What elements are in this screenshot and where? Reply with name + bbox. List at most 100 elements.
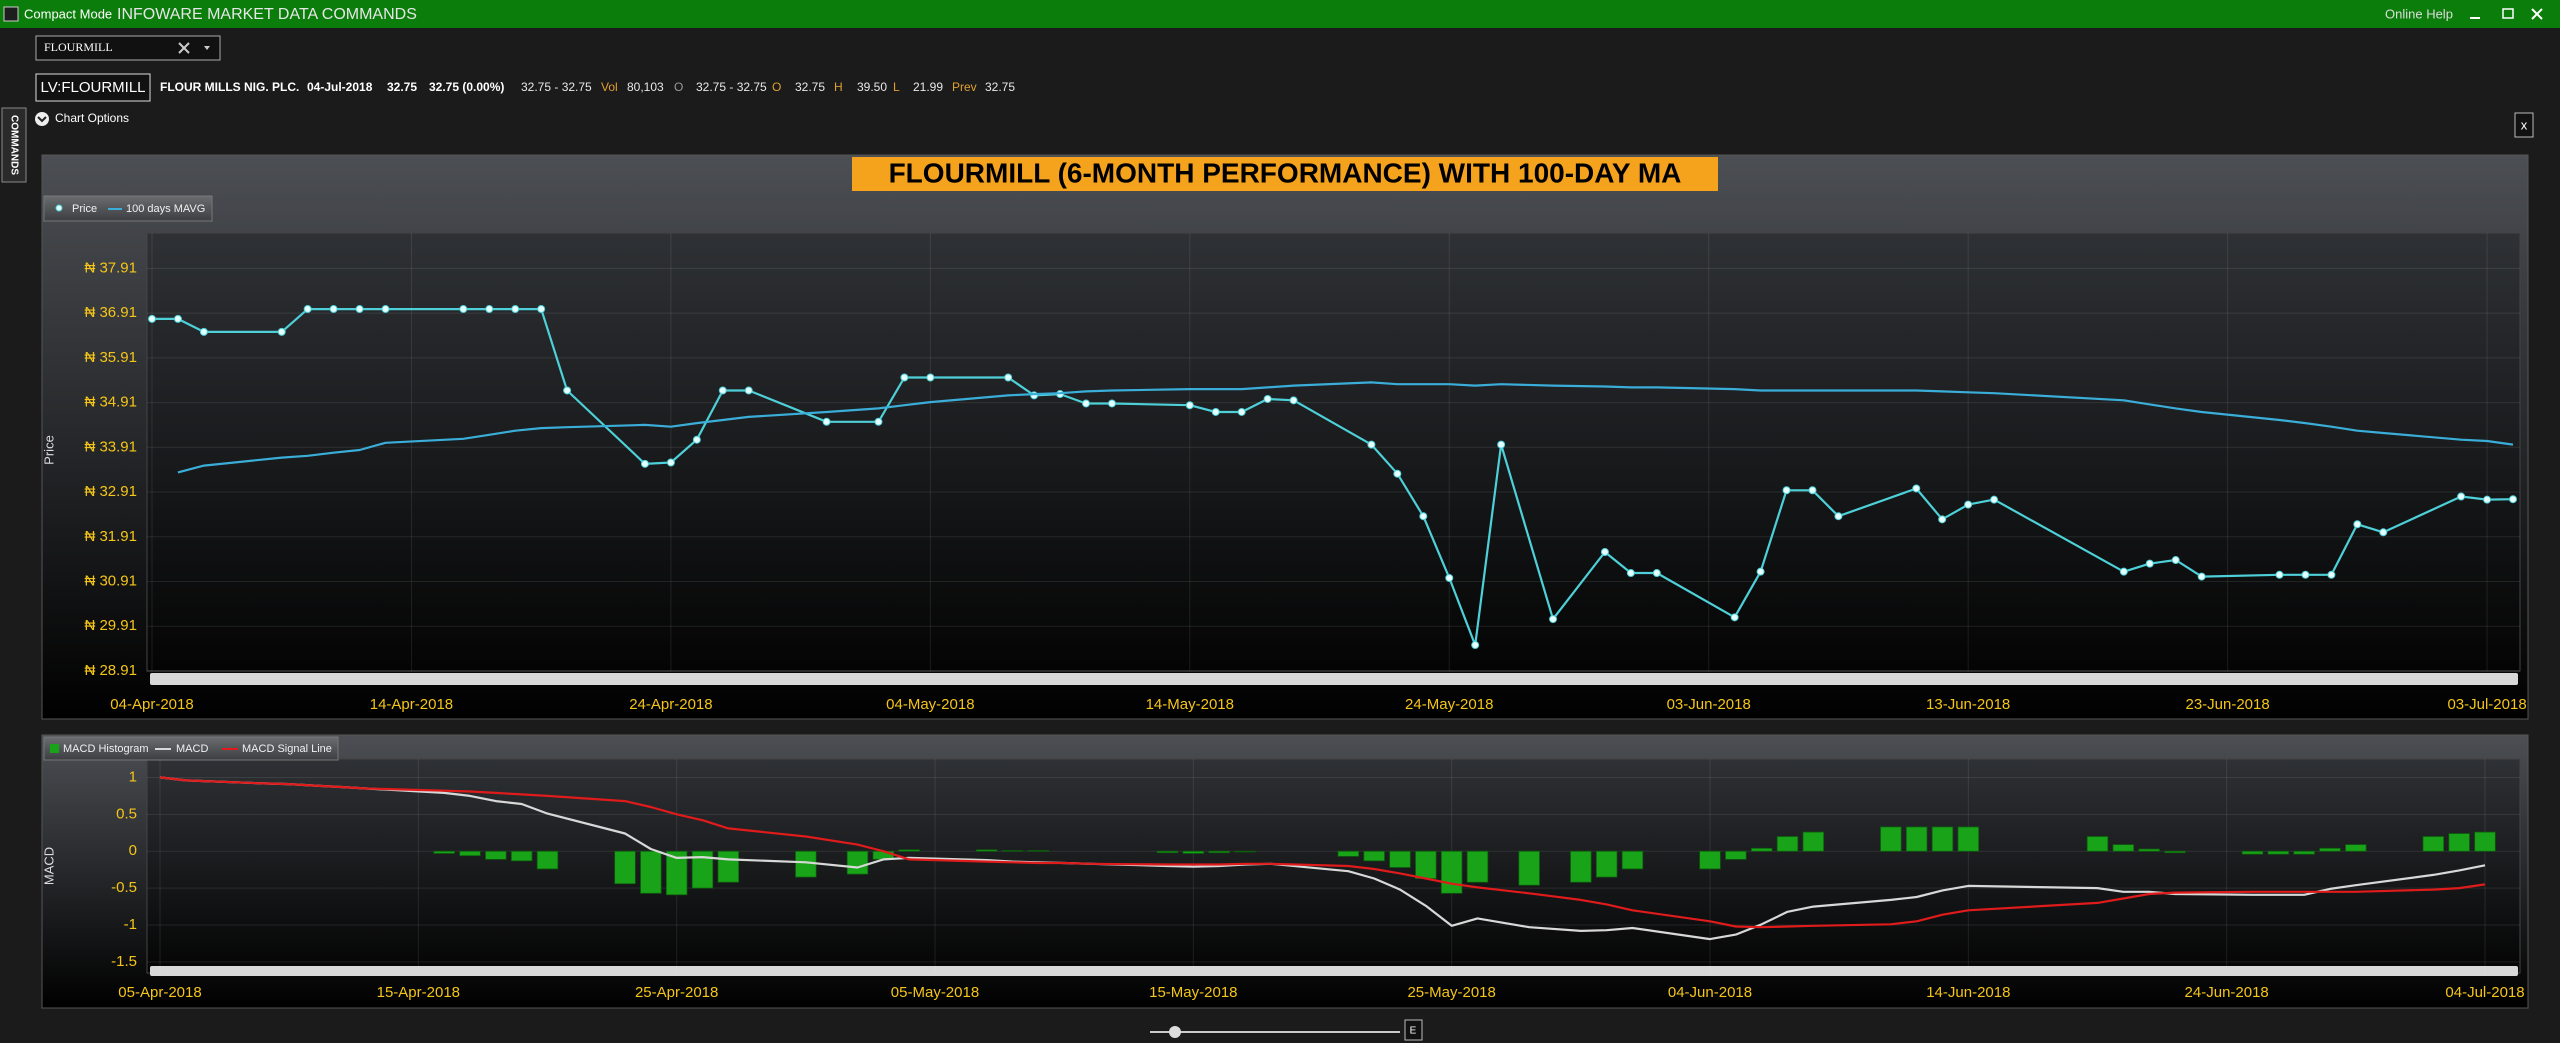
x-tick-label: 14-Jun-2018 xyxy=(1926,984,2010,1001)
x-tick-label: 15-Apr-2018 xyxy=(377,984,460,1001)
histogram-bar xyxy=(717,850,740,883)
price-marker xyxy=(1263,394,1272,403)
restore-button[interactable] xyxy=(2502,8,2514,19)
close-window-button[interactable] xyxy=(2531,8,2543,20)
histogram-bar xyxy=(1440,850,1463,894)
price-marker xyxy=(692,435,701,444)
online-help[interactable]: Online Help xyxy=(2385,6,2453,21)
price-marker xyxy=(1756,567,1765,576)
compact-mode-label[interactable]: Compact Mode xyxy=(24,6,112,21)
slider-button-label[interactable]: E xyxy=(1410,1026,1417,1037)
legend-marker xyxy=(55,204,63,212)
y-tick-label: ₦ 28.91 xyxy=(84,662,137,679)
histogram-bar xyxy=(510,850,533,862)
y-tick-label: 0.5 xyxy=(116,805,137,822)
price-marker xyxy=(537,305,546,314)
y-tick-label: ₦ 32.91 xyxy=(84,483,137,500)
y-tick-label: ₦ 33.91 xyxy=(84,438,137,455)
price-marker xyxy=(666,458,675,467)
legend-label[interactable]: MACD Signal Line xyxy=(242,743,332,755)
price-marker xyxy=(2353,520,2362,529)
price-marker xyxy=(2119,567,2128,576)
slider-button[interactable] xyxy=(1404,1019,1423,1041)
histogram-bar xyxy=(2112,844,2135,852)
price-marker xyxy=(2301,570,2310,579)
price-marker xyxy=(1082,399,1091,408)
histogram-bar xyxy=(1337,850,1360,857)
price-marker xyxy=(1289,396,1298,405)
symbol: LV:FLOURMILL xyxy=(40,79,145,96)
histogram-bar xyxy=(2293,850,2315,855)
zoom-knob[interactable] xyxy=(1169,1026,1181,1038)
price-marker xyxy=(1004,373,1013,382)
series-line xyxy=(159,776,2486,929)
low: 21.99 xyxy=(913,80,943,94)
price-marker xyxy=(381,305,390,314)
y-tick-label: ₦ 29.91 xyxy=(84,617,137,634)
x-tick-label: 03-Jun-2018 xyxy=(1667,696,1751,713)
histogram-bar xyxy=(1208,850,1230,854)
symbol-box xyxy=(35,73,151,102)
price-marker xyxy=(1497,440,1506,449)
price-marker xyxy=(744,386,753,395)
company-name: FLOUR MILLS NIG. PLC. xyxy=(160,80,299,94)
price-marker xyxy=(926,373,935,382)
series-line xyxy=(177,381,2514,474)
price-marker xyxy=(1652,569,1661,578)
histogram-bar xyxy=(2267,850,2290,855)
histogram-bar xyxy=(1725,850,1747,860)
y-tick-label: -1 xyxy=(124,916,137,933)
search-box[interactable] xyxy=(35,35,221,61)
clear-search[interactable] xyxy=(178,42,190,54)
legend-label[interactable]: Price xyxy=(72,203,97,215)
scrollbar[interactable] xyxy=(150,966,2518,976)
price-marker xyxy=(900,373,909,382)
histogram-bar xyxy=(1415,850,1437,879)
price-marker xyxy=(1367,440,1376,449)
quote-date: 04-Jul-2018 xyxy=(307,80,373,94)
price-marker xyxy=(199,327,208,336)
x-tick-label: 24-Apr-2018 xyxy=(629,696,712,713)
histogram-bar xyxy=(433,850,455,854)
volume: 80,103 xyxy=(627,80,664,94)
price-marker xyxy=(1600,547,1609,556)
histogram-bar xyxy=(846,850,869,875)
chart-options[interactable]: Chart Options xyxy=(55,111,129,125)
x-tick-label: 14-May-2018 xyxy=(1146,696,1234,713)
close-panel-button[interactable] xyxy=(2514,112,2534,138)
price-marker xyxy=(874,417,883,426)
price-plot-area xyxy=(146,232,2521,672)
legend-label[interactable]: MACD Histogram xyxy=(63,743,149,755)
legend xyxy=(43,195,213,222)
histogram-bar xyxy=(1234,850,1256,853)
legend-label[interactable]: MACD xyxy=(176,743,208,755)
search-dropdown[interactable] xyxy=(204,46,210,50)
price-marker xyxy=(1912,484,1921,493)
y-axis-title: Price xyxy=(41,435,56,465)
legend-label[interactable]: 100 days MAVG xyxy=(126,203,205,215)
price-marker xyxy=(148,314,156,323)
price-marker xyxy=(485,305,494,314)
bid-ask: 32.75 - 32.75 xyxy=(696,80,767,94)
histogram-bar xyxy=(1570,850,1592,883)
price-marker xyxy=(1237,407,1246,416)
price-marker xyxy=(1626,569,1635,578)
commands-tab[interactable] xyxy=(1,107,27,183)
legend-marker xyxy=(50,744,59,753)
search-value[interactable]: FLOURMILL xyxy=(44,40,113,54)
close-panel-label[interactable]: x xyxy=(2521,117,2528,132)
price-marker xyxy=(277,327,286,336)
quote-price: 32.75 xyxy=(387,80,417,94)
price-marker xyxy=(563,386,572,395)
vol-label: Vol xyxy=(601,80,618,94)
x-tick-label: 04-Apr-2018 xyxy=(110,696,193,713)
price-marker xyxy=(459,305,468,314)
chart-options-toggle[interactable] xyxy=(35,112,49,126)
price-marker xyxy=(329,305,338,314)
compact-checkbox[interactable] xyxy=(3,6,19,22)
commands-tab-label[interactable]: COMMANDS xyxy=(8,115,19,175)
price-marker xyxy=(718,386,727,395)
scrollbar[interactable] xyxy=(150,673,2518,685)
histogram-bar xyxy=(536,850,559,870)
